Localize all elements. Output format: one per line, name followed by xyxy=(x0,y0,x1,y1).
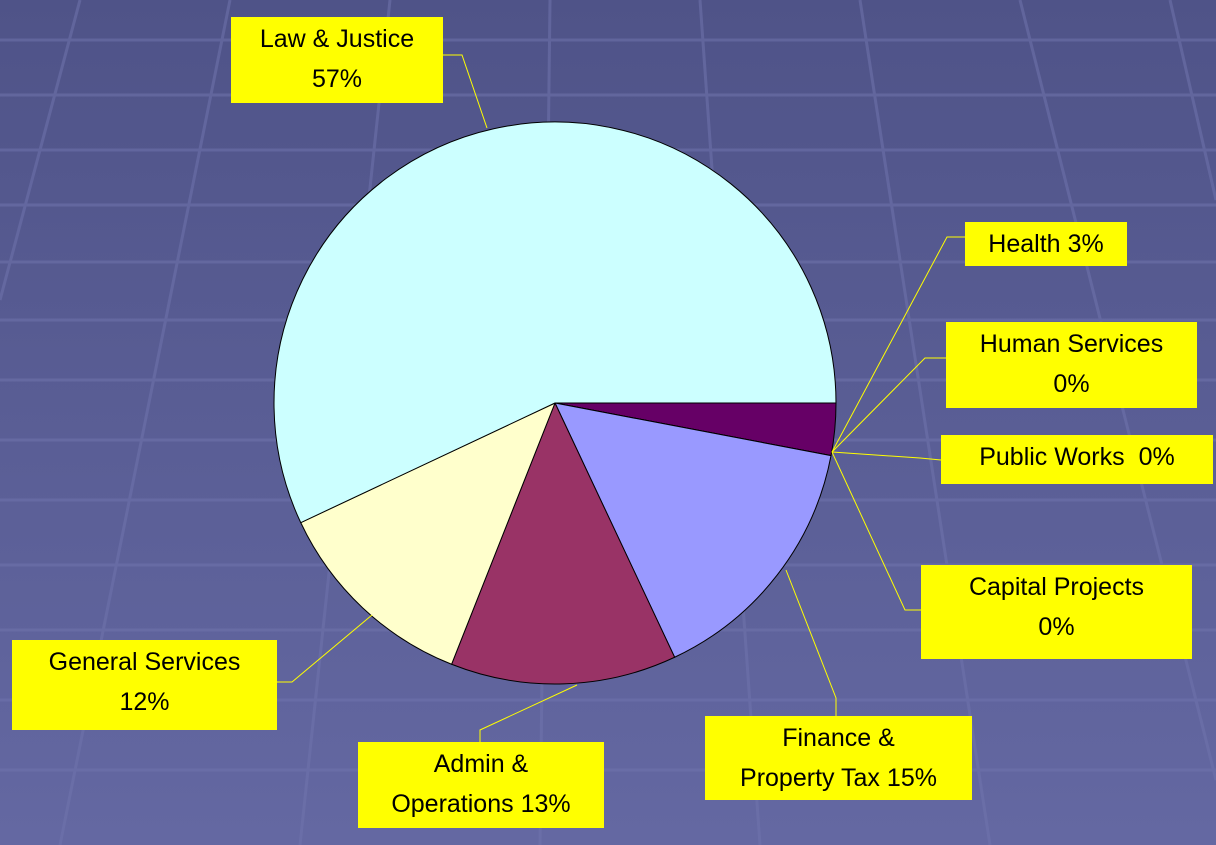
value-label: 0% xyxy=(1053,370,1090,398)
value-label: 3% xyxy=(1067,230,1104,258)
pie-slice xyxy=(554,402,832,658)
value-label: 12% xyxy=(119,688,170,716)
leader-line xyxy=(785,569,837,716)
leader-line xyxy=(831,357,946,453)
pie-slice xyxy=(300,402,556,665)
category-label: Finance & Property Tax xyxy=(740,724,895,792)
value-label: 0% xyxy=(1138,443,1175,471)
pie-slice xyxy=(450,401,676,685)
slice-label: General Services 12% xyxy=(12,640,277,730)
category-label: General Services xyxy=(48,648,241,676)
value-label: 13% xyxy=(520,790,571,818)
value-label: 57% xyxy=(311,65,363,93)
category-label: Admin & Operations xyxy=(391,750,529,818)
leader-line xyxy=(443,54,488,129)
slice-label: Capital Projects 0% xyxy=(921,565,1192,659)
pie xyxy=(273,121,837,685)
leader-line xyxy=(831,451,921,611)
slice-label: Law & Justice 57% xyxy=(231,17,443,103)
leader-line xyxy=(277,614,373,683)
pie-slice xyxy=(273,121,837,524)
value-label: 0% xyxy=(1038,613,1075,641)
slice-label: Human Services 0% xyxy=(946,322,1197,408)
category-label: Capital Projects xyxy=(968,573,1145,601)
slice-label: Admin & Operations 13% xyxy=(358,742,604,828)
leader-lines xyxy=(277,54,965,742)
category-label: Human Services xyxy=(979,330,1164,358)
slice-label: Finance & Property Tax 15% xyxy=(705,716,972,800)
leader-line xyxy=(479,684,578,742)
category-label: Public Works xyxy=(979,443,1125,471)
category-label: Health xyxy=(988,230,1061,258)
category-label: Law & Justice xyxy=(259,25,415,53)
leader-line xyxy=(831,451,942,461)
value-label: 15% xyxy=(886,764,937,792)
leader-line xyxy=(831,236,965,453)
slice-label: Public Works 0% xyxy=(941,435,1213,484)
slice-label: Health 3% xyxy=(965,222,1127,266)
